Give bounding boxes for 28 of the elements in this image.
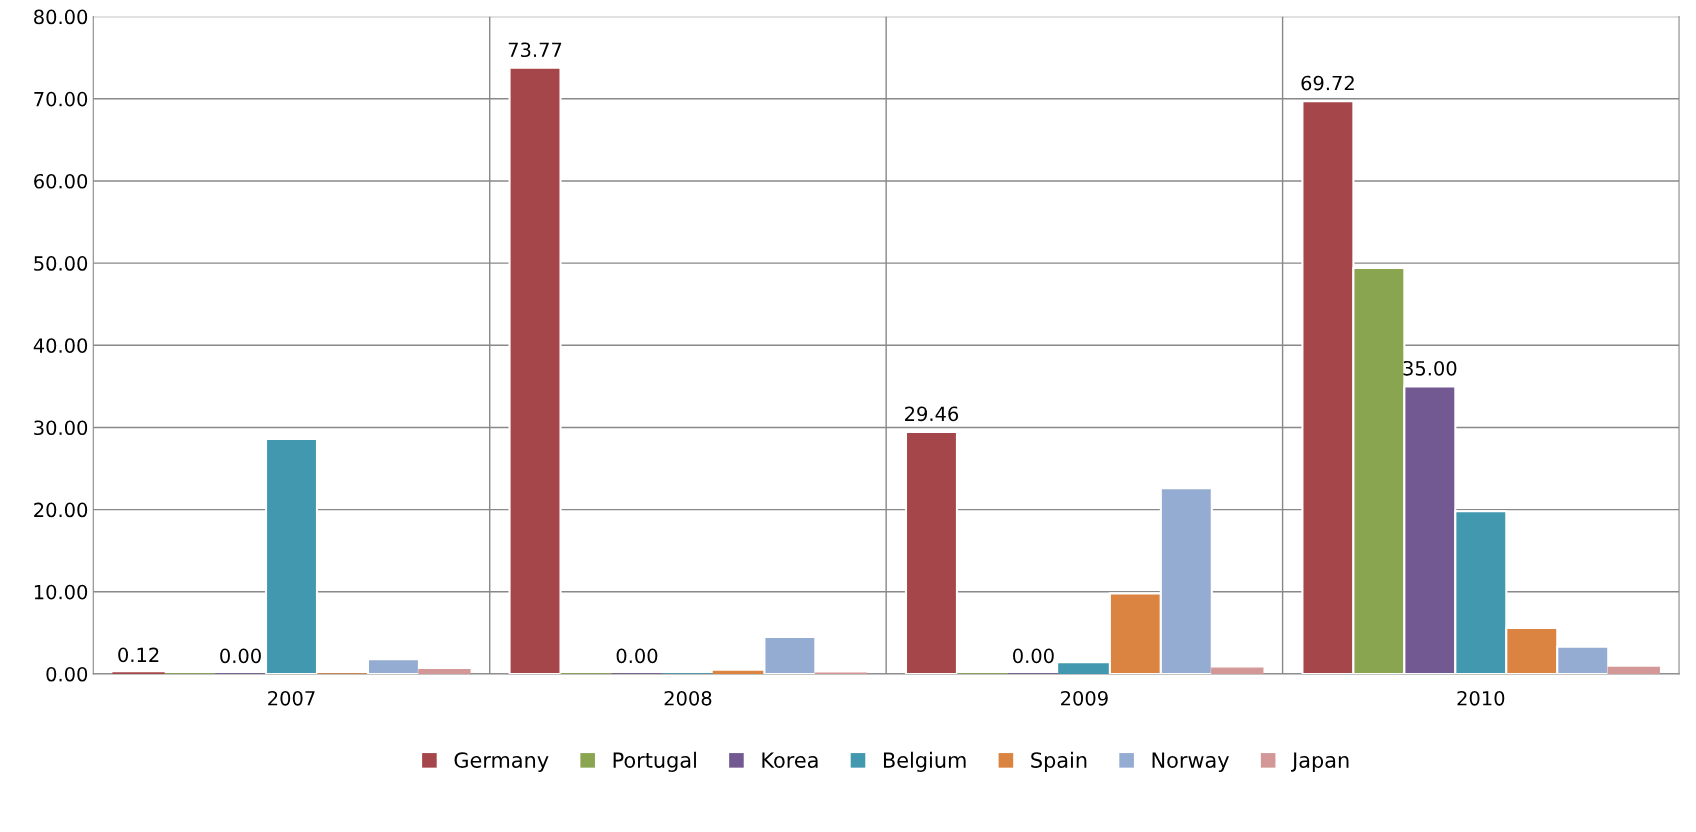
- y-tick-label: 0.00: [46, 666, 88, 682]
- legend-label: Korea: [762, 752, 818, 768]
- data-label: 73.77: [508, 42, 562, 58]
- y-tick-label: 30.00: [34, 420, 88, 436]
- y-tick-label: 10.00: [34, 584, 88, 600]
- data-label: 0.00: [220, 648, 261, 664]
- x-tick-label: 2007: [268, 690, 315, 706]
- data-label: 0.12: [118, 647, 159, 663]
- data-label: 0.00: [1013, 648, 1054, 664]
- data-label: 35.00: [1403, 360, 1457, 376]
- y-tick-label: 20.00: [34, 502, 88, 518]
- data-label: 69.72: [1301, 75, 1354, 91]
- y-tick-label: 50.00: [34, 256, 88, 271]
- legend-label: Norway: [1152, 752, 1229, 772]
- legend-label: Japan: [1291, 752, 1349, 772]
- y-tick-label: 60.00: [34, 173, 88, 189]
- legend-label: Spain: [1031, 751, 1087, 772]
- data-label: 29.46: [905, 406, 959, 422]
- legend-label: Portugal: [613, 751, 696, 772]
- y-tick-label: 40.00: [33, 338, 88, 353]
- legend-label: Belgium: [883, 751, 966, 772]
- y-tick-label: 70.00: [34, 91, 88, 107]
- y-tick-label: 80.00: [34, 9, 88, 25]
- x-tick-label: 2009: [1061, 690, 1108, 706]
- x-tick-label: 2008: [664, 690, 712, 706]
- x-tick-label: 2010: [1457, 690, 1505, 706]
- data-label: 0.00: [616, 648, 658, 664]
- legend-label: Germany: [454, 752, 549, 772]
